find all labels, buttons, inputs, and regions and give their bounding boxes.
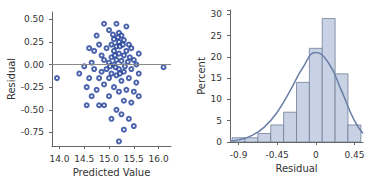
svg-text:30: 30 [211,9,223,19]
svg-text:0.45: 0.45 [344,150,364,160]
svg-text:0: 0 [216,137,222,147]
svg-text:Residual: Residual [6,58,17,100]
svg-text:15.0: 15.0 [99,154,119,164]
svg-text:25: 25 [211,31,222,41]
svg-text:-0.25: -0.25 [21,82,44,92]
svg-text:0.25: 0.25 [24,37,44,47]
svg-text:0.00: 0.00 [24,60,44,70]
svg-text:Predicted Value: Predicted Value [73,167,151,178]
svg-text:-0.45: -0.45 [266,150,289,160]
svg-text:0: 0 [313,150,319,160]
svg-text:Percent: Percent [196,57,207,95]
svg-text:-0.75: -0.75 [21,127,44,137]
svg-text:10: 10 [211,94,223,104]
svg-text:-0.50: -0.50 [21,105,45,115]
svg-text:Residual: Residual [275,163,317,174]
svg-text:0.50: 0.50 [24,14,44,24]
svg-text:15.5: 15.5 [124,154,144,164]
svg-text:16.0: 16.0 [149,154,169,164]
svg-text:20: 20 [211,52,223,62]
svg-text:14.5: 14.5 [74,154,94,164]
svg-text:15: 15 [211,73,222,83]
svg-text:-0.9: -0.9 [230,150,248,160]
svg-text:14.0: 14.0 [49,154,69,164]
svg-text:5: 5 [216,116,222,126]
